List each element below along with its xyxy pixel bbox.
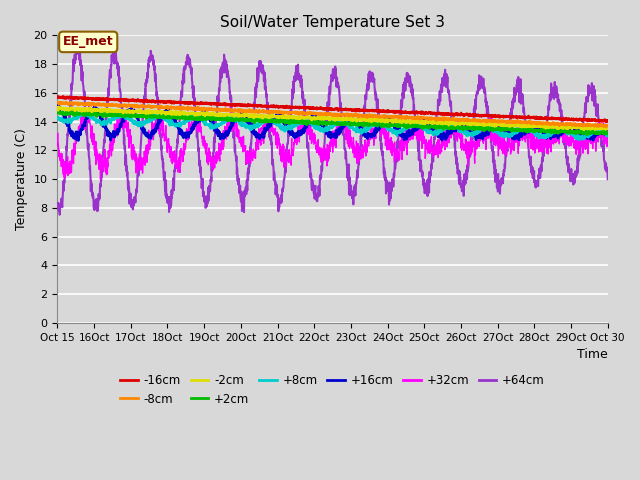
-16cm [570, 117, 578, 122]
+32cm [349, 144, 356, 150]
+8cm [80, 108, 88, 114]
Line: -16cm: -16cm [58, 96, 608, 122]
-2cm [349, 116, 356, 122]
Line: +64cm: +64cm [58, 43, 608, 215]
-8cm [61, 99, 69, 105]
+8cm [556, 127, 563, 132]
+64cm [349, 191, 356, 197]
+8cm [575, 137, 583, 143]
-2cm [604, 126, 612, 132]
+64cm [604, 176, 612, 182]
-2cm [493, 123, 500, 129]
+64cm [74, 40, 81, 46]
+16cm [361, 132, 369, 137]
+16cm [349, 118, 356, 123]
X-axis label: Time: Time [577, 348, 608, 361]
Title: Soil/Water Temperature Set 3: Soil/Water Temperature Set 3 [220, 15, 445, 30]
+16cm [54, 105, 61, 110]
-8cm [556, 121, 563, 127]
-8cm [361, 112, 369, 118]
+64cm [207, 179, 215, 184]
-16cm [54, 94, 61, 99]
+2cm [583, 132, 591, 138]
+16cm [556, 132, 563, 137]
-2cm [207, 112, 215, 118]
-16cm [493, 113, 500, 119]
-2cm [571, 125, 579, 131]
+16cm [571, 122, 579, 128]
Text: EE_met: EE_met [63, 36, 113, 48]
+2cm [54, 109, 61, 115]
Line: +8cm: +8cm [58, 111, 608, 140]
+2cm [54, 108, 61, 114]
-8cm [349, 112, 356, 118]
+16cm [604, 126, 612, 132]
+64cm [556, 103, 563, 109]
+64cm [493, 185, 500, 191]
+2cm [493, 125, 500, 131]
-16cm [556, 116, 563, 121]
-8cm [493, 119, 500, 124]
Legend: -16cm, -8cm, -2cm, +2cm, +8cm, +16cm, +32cm, +64cm: -16cm, -8cm, -2cm, +2cm, +8cm, +16cm, +3… [116, 369, 550, 410]
+64cm [571, 180, 579, 186]
+2cm [571, 128, 579, 134]
+32cm [85, 103, 93, 109]
+8cm [349, 124, 356, 130]
+2cm [349, 120, 356, 126]
+64cm [54, 206, 61, 212]
+64cm [56, 212, 63, 217]
+32cm [493, 135, 500, 141]
+8cm [571, 134, 579, 140]
-8cm [571, 122, 579, 128]
+2cm [556, 129, 563, 135]
+16cm [493, 122, 500, 128]
-8cm [602, 124, 610, 130]
+8cm [493, 129, 500, 134]
-2cm [361, 117, 369, 123]
Line: +16cm: +16cm [58, 104, 608, 141]
+16cm [54, 101, 62, 107]
-2cm [556, 124, 563, 130]
Line: +32cm: +32cm [58, 106, 608, 180]
-16cm [360, 108, 368, 113]
-8cm [604, 122, 612, 128]
-16cm [207, 102, 214, 108]
+8cm [604, 132, 612, 138]
+8cm [207, 123, 215, 129]
+32cm [207, 160, 215, 166]
+64cm [361, 107, 369, 113]
Y-axis label: Temperature (C): Temperature (C) [15, 128, 28, 230]
+16cm [74, 138, 82, 144]
+8cm [361, 128, 369, 133]
-16cm [602, 119, 610, 125]
Line: +2cm: +2cm [58, 111, 608, 135]
+16cm [207, 119, 215, 125]
Line: -8cm: -8cm [58, 102, 608, 127]
-2cm [580, 127, 588, 133]
+32cm [97, 177, 104, 182]
+2cm [604, 131, 612, 137]
-16cm [349, 108, 356, 113]
-2cm [54, 106, 61, 112]
-2cm [55, 104, 63, 109]
+2cm [361, 120, 369, 126]
-16cm [604, 119, 612, 124]
-8cm [54, 99, 61, 105]
+8cm [54, 115, 61, 121]
Line: -2cm: -2cm [58, 107, 608, 130]
+32cm [571, 145, 579, 151]
+2cm [207, 115, 215, 121]
-8cm [207, 107, 215, 112]
+32cm [54, 143, 61, 149]
+32cm [556, 125, 563, 131]
+32cm [604, 133, 612, 139]
+32cm [361, 138, 369, 144]
